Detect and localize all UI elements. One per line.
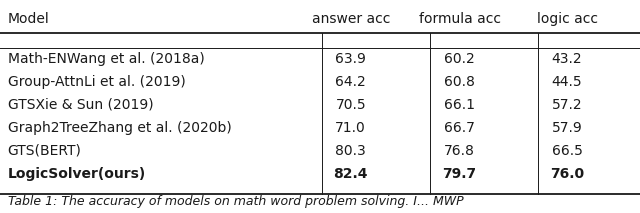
Text: 76.0: 76.0 [550,167,584,181]
Text: 57.2: 57.2 [552,98,582,112]
Text: 43.2: 43.2 [552,52,582,66]
Text: 79.7: 79.7 [442,167,477,181]
Text: Group-AttnLi et al. (2019): Group-AttnLi et al. (2019) [8,75,186,89]
Text: 57.9: 57.9 [552,121,582,135]
Text: 70.5: 70.5 [335,98,366,112]
Text: 63.9: 63.9 [335,52,366,66]
Text: Graph2TreeZhang et al. (2020b): Graph2TreeZhang et al. (2020b) [8,121,232,135]
Text: 60.2: 60.2 [444,52,475,66]
Text: Table 1: The accuracy of models on math word problem solving. I... MWP: Table 1: The accuracy of models on math … [8,195,463,208]
Text: 71.0: 71.0 [335,121,366,135]
Text: Math-ENWang et al. (2018a): Math-ENWang et al. (2018a) [8,52,204,66]
Text: 64.2: 64.2 [335,75,366,89]
Text: 66.5: 66.5 [552,144,582,158]
Text: GTS(BERT): GTS(BERT) [8,144,81,158]
Text: 66.1: 66.1 [444,98,475,112]
Text: 44.5: 44.5 [552,75,582,89]
Text: 82.4: 82.4 [333,167,368,181]
Text: Model: Model [8,12,49,26]
Text: 80.3: 80.3 [335,144,366,158]
Text: 60.8: 60.8 [444,75,475,89]
Text: 76.8: 76.8 [444,144,475,158]
Text: LogicSolver(ours): LogicSolver(ours) [8,167,146,181]
Text: GTSXie & Sun (2019): GTSXie & Sun (2019) [8,98,154,112]
Text: answer acc: answer acc [312,12,390,26]
Text: formula acc: formula acc [419,12,500,26]
Text: 66.7: 66.7 [444,121,475,135]
Text: logic acc: logic acc [536,12,598,26]
